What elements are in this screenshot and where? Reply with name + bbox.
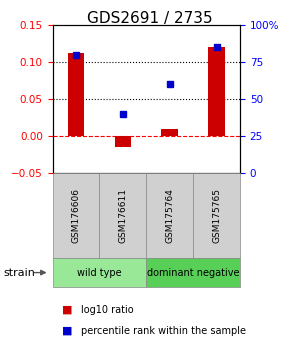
- Text: log10 ratio: log10 ratio: [81, 305, 134, 315]
- Text: strain: strain: [3, 268, 35, 278]
- Bar: [208, 47, 225, 136]
- Text: ■: ■: [61, 326, 72, 336]
- Text: GSM175765: GSM175765: [212, 188, 221, 244]
- Text: ■: ■: [61, 305, 72, 315]
- Bar: [115, 136, 131, 147]
- Text: GSM176606: GSM176606: [71, 188, 80, 244]
- Bar: [161, 129, 178, 136]
- Text: percentile rank within the sample: percentile rank within the sample: [81, 326, 246, 336]
- Text: wild type: wild type: [77, 268, 122, 278]
- Bar: [68, 53, 84, 136]
- Text: GSM175764: GSM175764: [165, 188, 174, 244]
- Text: dominant negative: dominant negative: [147, 268, 239, 278]
- Text: GDS2691 / 2735: GDS2691 / 2735: [87, 11, 213, 25]
- Text: GSM176611: GSM176611: [118, 188, 127, 244]
